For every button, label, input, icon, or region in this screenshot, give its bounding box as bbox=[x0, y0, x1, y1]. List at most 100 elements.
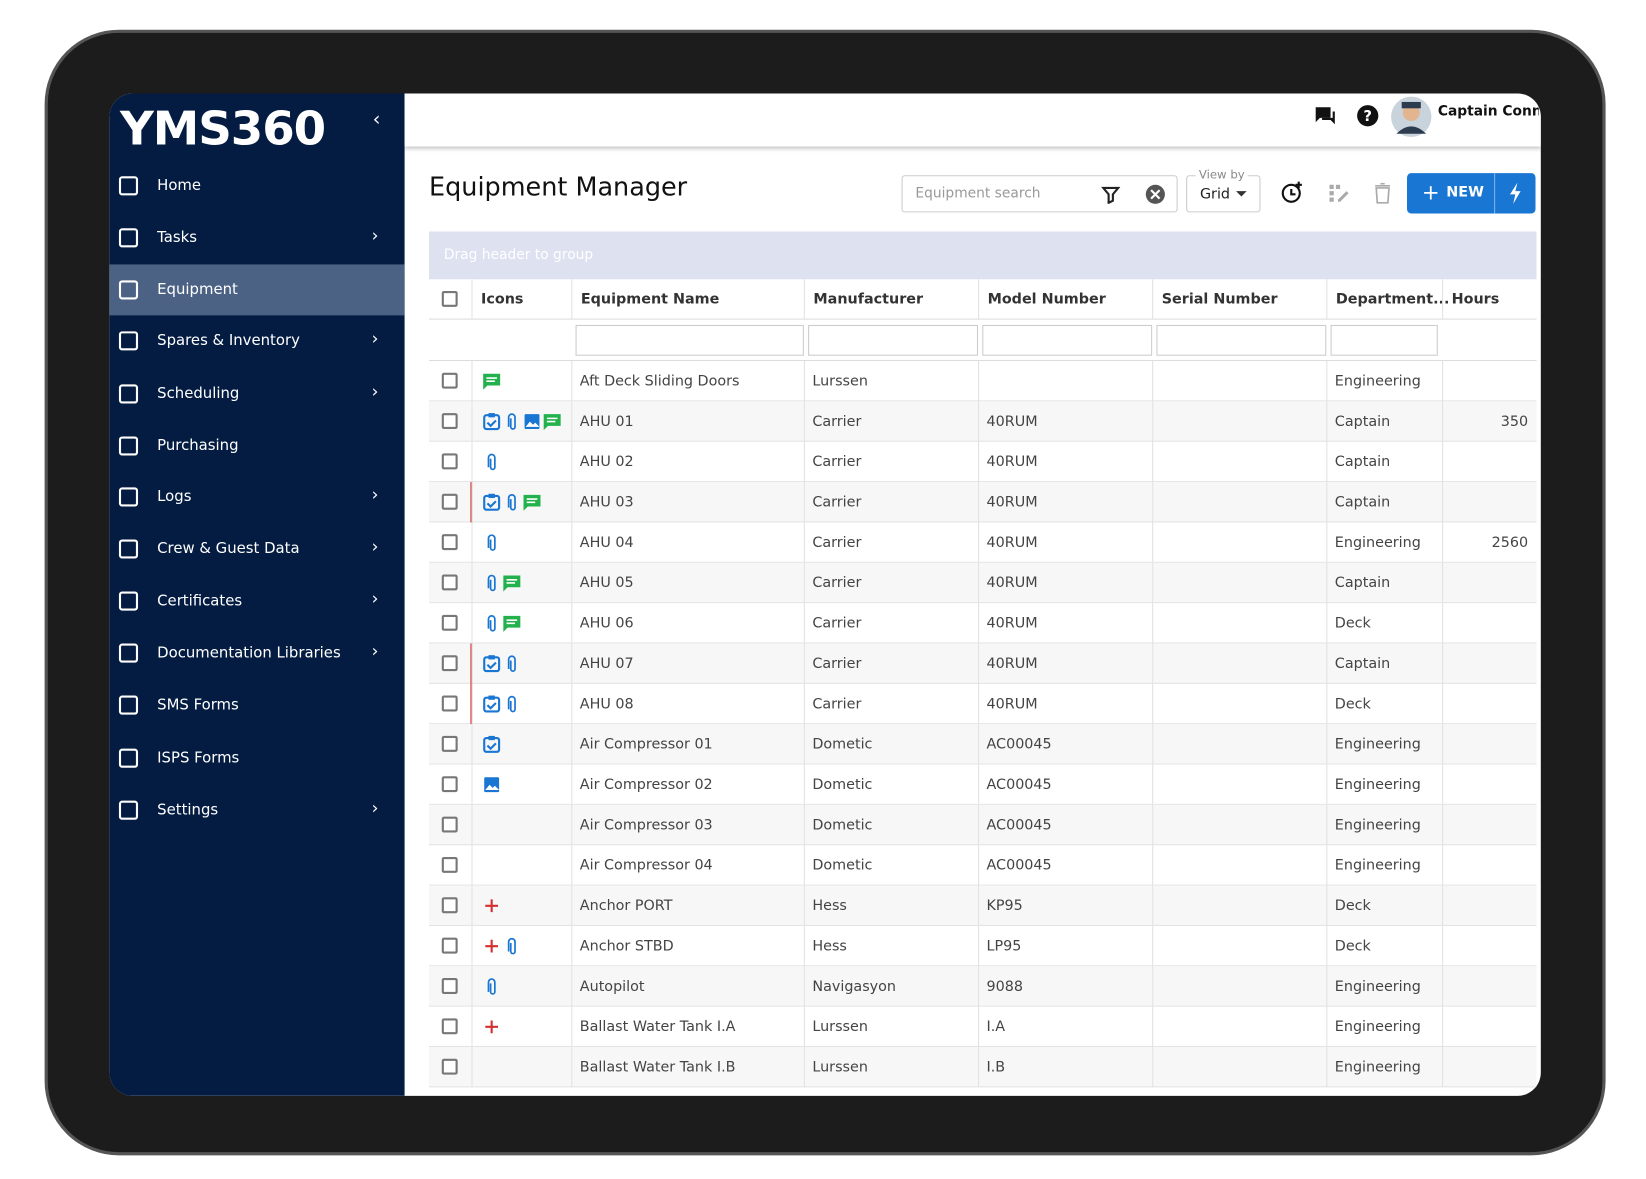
nav-item[interactable]: Equipment bbox=[109, 264, 405, 316]
checkbox[interactable] bbox=[441, 655, 458, 672]
column-header[interactable]: Icons bbox=[471, 279, 571, 320]
history-icon[interactable] bbox=[1280, 179, 1305, 204]
filter-input[interactable] bbox=[575, 324, 804, 356]
checkbox[interactable] bbox=[441, 413, 458, 430]
checkbox[interactable] bbox=[441, 574, 458, 591]
checkbox[interactable] bbox=[441, 856, 458, 873]
row-icon[interactable] bbox=[482, 735, 501, 754]
row[interactable] bbox=[429, 562, 1537, 604]
column-header[interactable]: Equipment Name bbox=[571, 279, 804, 320]
row[interactable] bbox=[429, 885, 1537, 926]
row[interactable] bbox=[429, 361, 1537, 402]
row-icon[interactable] bbox=[502, 493, 521, 512]
checkbox[interactable] bbox=[441, 534, 458, 551]
view-by[interactable]: View by Grid bbox=[1186, 167, 1261, 213]
row-icon[interactable] bbox=[502, 654, 521, 673]
row[interactable] bbox=[429, 684, 1537, 725]
new-button[interactable]: + NEW bbox=[1407, 173, 1536, 214]
nav-item[interactable]: Logs bbox=[157, 488, 192, 506]
row[interactable] bbox=[429, 401, 1537, 442]
row-icon[interactable] bbox=[482, 1017, 501, 1036]
column-header[interactable]: Model Number bbox=[978, 279, 1152, 320]
checkbox[interactable] bbox=[441, 1058, 458, 1075]
row-icon[interactable] bbox=[482, 452, 501, 471]
row-icon[interactable] bbox=[502, 937, 521, 956]
column-header[interactable]: Hours bbox=[1442, 279, 1537, 320]
filter-input[interactable] bbox=[1330, 324, 1438, 356]
row-icon[interactable] bbox=[502, 694, 521, 713]
column-header[interactable]: Department... bbox=[1326, 279, 1449, 320]
row-icon[interactable] bbox=[502, 412, 521, 431]
row-icon[interactable] bbox=[482, 775, 501, 794]
checkbox[interactable] bbox=[441, 897, 458, 914]
row-icon[interactable] bbox=[482, 937, 501, 956]
row-icon[interactable] bbox=[482, 977, 501, 996]
row-icon[interactable] bbox=[482, 372, 501, 391]
row[interactable] bbox=[429, 643, 1537, 684]
row[interactable] bbox=[429, 724, 1537, 765]
avatar[interactable] bbox=[1390, 96, 1432, 138]
row[interactable] bbox=[429, 442, 1537, 483]
checkbox[interactable] bbox=[441, 978, 458, 994]
checkbox[interactable] bbox=[441, 372, 458, 389]
row-icon[interactable] bbox=[522, 493, 541, 512]
row[interactable] bbox=[429, 1007, 1537, 1048]
row[interactable] bbox=[429, 482, 1537, 523]
row[interactable] bbox=[429, 926, 1537, 967]
row-icon[interactable] bbox=[482, 533, 501, 552]
row-icon[interactable] bbox=[482, 573, 501, 592]
column-header[interactable]: Manufacturer bbox=[803, 279, 978, 320]
row[interactable] bbox=[429, 603, 1537, 644]
divider bbox=[1494, 173, 1496, 214]
nav-item[interactable]: Certificates bbox=[157, 592, 243, 610]
checkbox[interactable] bbox=[441, 290, 458, 307]
nav-item[interactable]: Documentation Libraries bbox=[157, 644, 341, 662]
checkbox[interactable] bbox=[441, 1018, 458, 1035]
nav-item[interactable]: Home bbox=[157, 177, 202, 195]
row[interactable] bbox=[429, 1047, 1537, 1088]
row-icon[interactable] bbox=[482, 896, 501, 915]
row[interactable] bbox=[429, 522, 1537, 563]
row-icon[interactable] bbox=[482, 493, 501, 512]
row-icon[interactable] bbox=[482, 654, 501, 673]
row-icon[interactable] bbox=[522, 412, 541, 431]
row[interactable] bbox=[429, 765, 1537, 805]
filter-icon[interactable] bbox=[1101, 185, 1121, 204]
row-icon[interactable] bbox=[482, 694, 501, 713]
help-icon[interactable]: ? bbox=[1356, 104, 1379, 127]
chat-icon[interactable] bbox=[1314, 104, 1337, 127]
search-box[interactable]: Equipment search bbox=[901, 175, 1178, 213]
checkbox[interactable] bbox=[441, 735, 458, 752]
row[interactable] bbox=[429, 966, 1537, 1007]
checkbox[interactable] bbox=[441, 453, 458, 470]
checkbox[interactable] bbox=[441, 816, 458, 833]
checkbox[interactable] bbox=[441, 776, 458, 793]
user-name[interactable]: Captain Connor bbox=[1437, 104, 1539, 120]
checkbox[interactable] bbox=[441, 695, 458, 712]
row-icon[interactable] bbox=[543, 412, 562, 431]
filter-input[interactable] bbox=[808, 324, 979, 356]
row[interactable] bbox=[429, 845, 1537, 886]
column-header[interactable]: Serial Number bbox=[1152, 279, 1326, 320]
nav-item[interactable]: ISPS Forms bbox=[157, 749, 240, 767]
filter-input[interactable] bbox=[1156, 324, 1327, 356]
nav-item[interactable]: Scheduling bbox=[157, 385, 240, 403]
nav-item[interactable]: Crew & Guest Data bbox=[157, 540, 300, 558]
clear-icon[interactable] bbox=[1145, 184, 1166, 205]
row-icon[interactable] bbox=[482, 412, 501, 431]
checkbox[interactable] bbox=[441, 937, 458, 954]
nav-item[interactable]: Purchasing bbox=[157, 437, 239, 455]
collapse[interactable]: ‹ bbox=[372, 108, 381, 131]
checkbox[interactable] bbox=[441, 493, 458, 510]
nav-item[interactable]: Spares & Inventory bbox=[157, 332, 300, 350]
nav-item[interactable]: Tasks bbox=[157, 229, 197, 247]
row-icon[interactable] bbox=[482, 614, 501, 633]
nav-item[interactable]: Settings bbox=[157, 801, 219, 819]
row[interactable] bbox=[429, 804, 1537, 846]
checkbox[interactable] bbox=[441, 614, 458, 631]
nav-item[interactable]: SMS Forms bbox=[157, 696, 239, 714]
filter-input[interactable] bbox=[982, 324, 1153, 356]
row-icon[interactable] bbox=[502, 573, 521, 592]
row-icon[interactable] bbox=[502, 614, 521, 633]
quick-icon[interactable] bbox=[1508, 182, 1523, 204]
